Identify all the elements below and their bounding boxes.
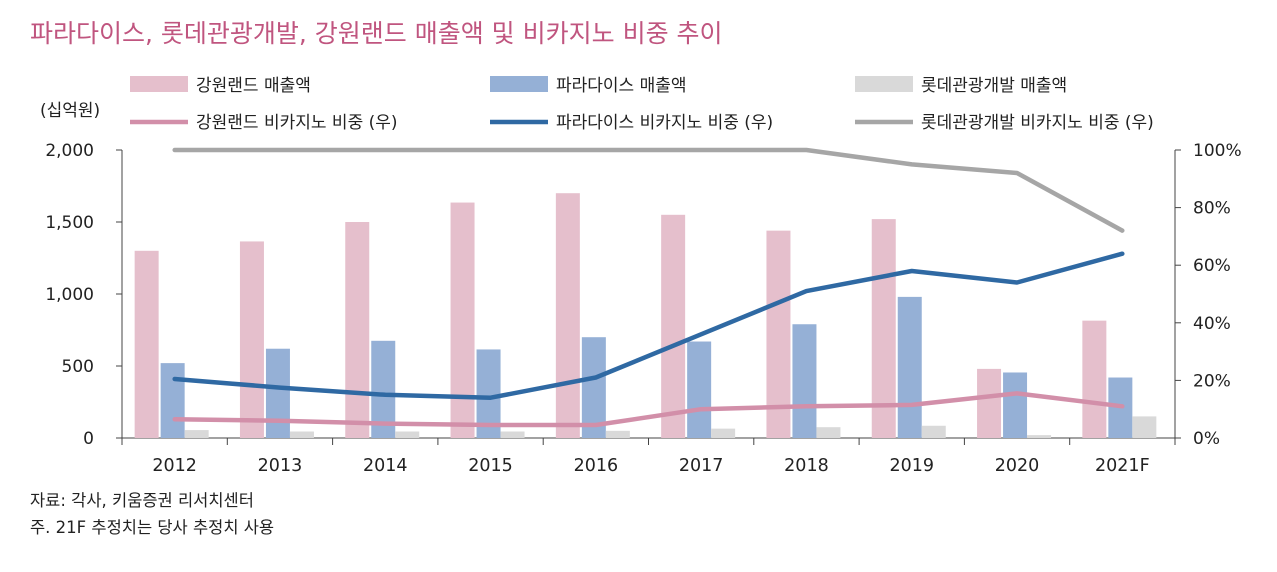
bar-3 — [289, 431, 314, 438]
x-tick-label: 2018 — [784, 456, 829, 476]
bar-2 — [897, 296, 922, 438]
chart-title: 파라다이스, 롯데관광개발, 강원랜드 매출액 및 비카지노 비중 추이 — [30, 19, 723, 48]
bar-1 — [345, 222, 370, 438]
x-tick-label: 2014 — [363, 456, 408, 476]
bar-1 — [555, 193, 580, 438]
y-right-tick-label: 100% — [1193, 141, 1242, 161]
bar-1 — [1082, 320, 1107, 438]
x-tick-label: 2012 — [152, 456, 197, 476]
bar-2 — [265, 348, 290, 438]
y-left-tick-label: 0 — [83, 429, 94, 449]
x-tick-label: 2021F — [1095, 456, 1150, 476]
legend-label: 롯데관광개발 비카지노 비중 (우) — [921, 113, 1154, 133]
bar-3 — [816, 427, 841, 438]
legend-label: 파라다이스 매출액 — [556, 76, 687, 96]
line-series-1 — [172, 391, 1125, 428]
bar-3 — [1027, 435, 1052, 438]
y-left-tick-label: 1,500 — [45, 213, 94, 233]
y-left-tick-label: 1,000 — [45, 285, 94, 305]
y-right-tick-label: 80% — [1193, 199, 1231, 219]
estimate-note: 주. 21F 추정치는 당사 추정치 사용 — [30, 518, 275, 537]
bar-1 — [977, 368, 1002, 438]
bar-3 — [184, 430, 209, 438]
legend-swatch — [855, 76, 913, 92]
x-tick-label: 2019 — [889, 456, 934, 476]
line-series-3 — [172, 147, 1125, 233]
lines — [172, 147, 1125, 428]
bar-2 — [792, 324, 817, 438]
x-tick-label: 2017 — [679, 456, 724, 476]
bar-1 — [661, 214, 686, 438]
y-left-tick-label: 2,000 — [45, 141, 94, 161]
y-left-unit-label: (십억원) — [40, 101, 100, 121]
bar-3 — [395, 431, 420, 438]
source-note: 자료: 각사, 키움증권 리서치센터 — [30, 491, 254, 510]
x-tick-label: 2015 — [468, 456, 513, 476]
y-right-tick-label: 20% — [1193, 371, 1231, 391]
line-series-2 — [172, 251, 1125, 400]
legend-swatch — [490, 76, 548, 92]
y-left-tick-label: 500 — [62, 357, 94, 377]
y-left-axis: 0 500 1,000 1,500 2,000 — [45, 141, 123, 449]
bar-3 — [605, 430, 630, 438]
bar-2 — [581, 337, 606, 438]
bar-1 — [239, 241, 264, 438]
bar-1 — [766, 230, 791, 438]
y-right-tick-label: 60% — [1193, 256, 1231, 276]
notes: 자료: 각사, 키움증권 리서치센터 주. 21F 추정치는 당사 추정치 사용 — [30, 487, 274, 541]
bars — [134, 193, 1157, 438]
x-axis: 2012 2013 2014 2015 2016 2017 2018 2019 2020 2021… — [121, 437, 1176, 476]
x-tick-label: 2013 — [258, 456, 303, 476]
x-tick-label: 2020 — [995, 456, 1040, 476]
x-tick-label: 2016 — [574, 456, 619, 476]
legend-label: 롯데관광개발 매출액 — [921, 76, 1067, 96]
bar-1 — [450, 202, 475, 438]
bar-1 — [871, 219, 896, 438]
bar-2 — [687, 341, 712, 438]
bar-3 — [1132, 416, 1157, 438]
bar-3 — [711, 428, 736, 438]
legend-label: 강원랜드 비카지노 비중 (우) — [196, 113, 398, 133]
bar-2 — [160, 363, 185, 438]
legend-label: 파라다이스 비카지노 비중 (우) — [556, 113, 773, 133]
legend-swatch — [130, 76, 188, 92]
bar-1 — [134, 250, 159, 438]
bar-3 — [921, 425, 946, 438]
legend-label: 강원랜드 매출액 — [196, 76, 311, 96]
bar-3 — [500, 431, 525, 438]
bar-2 — [1003, 372, 1028, 438]
y-right-tick-label: 40% — [1193, 314, 1231, 334]
y-right-tick-label: 0% — [1193, 429, 1220, 449]
y-right-axis: 0% 20% 40% 60% 80% 100% — [1174, 141, 1242, 449]
